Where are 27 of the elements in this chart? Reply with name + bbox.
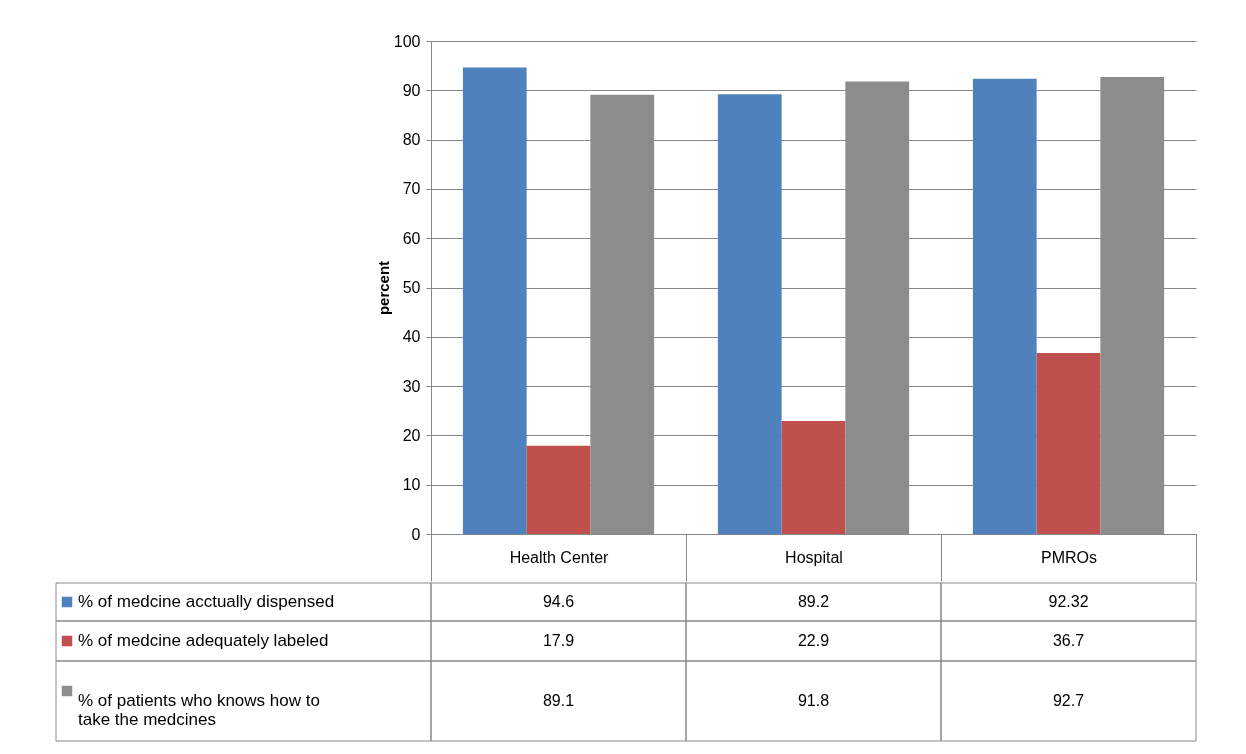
y-tick-label: 50 — [402, 279, 421, 296]
data-label: 36.7 — [1052, 632, 1085, 649]
y-tick-label: 20 — [402, 426, 421, 444]
y-tick-label: 70 — [402, 180, 421, 198]
y-axis-title: percent — [374, 260, 392, 316]
data-label: 17.9 — [542, 632, 575, 649]
data-label: 89.1 — [542, 692, 575, 709]
data-label: 92.7 — [1052, 692, 1085, 709]
y-tick-label: 40 — [402, 328, 421, 346]
data-label: 91.8 — [797, 692, 830, 709]
legend-label: % of patients who knows how to take the medcines — [78, 691, 320, 729]
legend-label: % of medcine adequately labeled — [78, 631, 329, 650]
data-label: 22.9 — [797, 632, 830, 649]
y-tick-label: 90 — [402, 81, 421, 99]
x-tick-label: Health Center — [509, 548, 610, 566]
x-tick-label: Hospital — [785, 548, 843, 566]
y-tick-label: 30 — [402, 377, 421, 395]
y-tick-label: 100 — [393, 32, 421, 50]
data-label: 92.32 — [1048, 593, 1089, 610]
data-label: 94.6 — [542, 593, 575, 610]
legend-label: % of medcine acctually dispensed — [78, 592, 335, 611]
data-label: 89.2 — [797, 593, 830, 610]
x-tick-label: PMROs — [1041, 548, 1097, 566]
y-tick-label: 60 — [402, 229, 421, 247]
y-tick-label: 10 — [402, 476, 421, 494]
y-tick-label: 0 — [411, 525, 421, 543]
y-tick-label: 80 — [402, 131, 421, 149]
